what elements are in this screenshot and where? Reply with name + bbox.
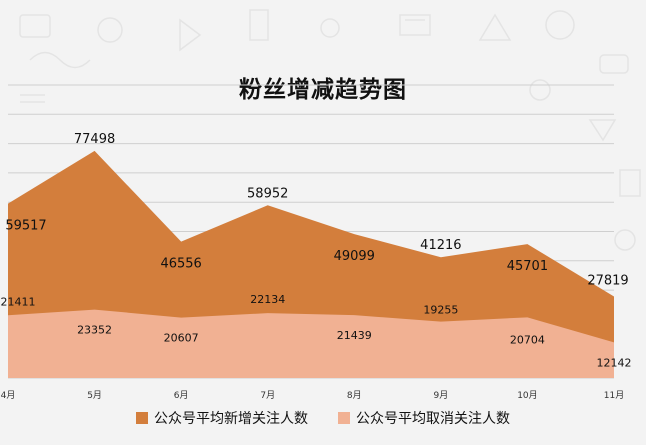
data-label-series-1: 12142	[597, 356, 632, 369]
x-tick-label: 9月	[433, 390, 448, 401]
data-label-series-1: 21411	[1, 295, 36, 308]
legend-label-new: 公众号平均新增关注人数	[154, 411, 308, 427]
data-label-series-1: 20607	[164, 332, 199, 345]
x-axis-tick-labels: 4月 5月 6月 7月 8月 9月 10月 11月	[1, 390, 625, 401]
x-tick-label: 6月	[174, 390, 189, 401]
legend-swatch-new	[136, 412, 148, 424]
x-tick-label: 10月	[517, 390, 537, 401]
x-tick-label: 7月	[260, 390, 275, 401]
data-label-series-1: 21439	[337, 329, 372, 342]
data-label-series-1: 23352	[77, 324, 112, 337]
legend-swatch-cancel	[338, 412, 350, 424]
legend-item-new: 公众号平均新增关注人数	[136, 408, 308, 428]
data-label-series-0: 41216	[420, 238, 461, 253]
data-label-series-0: 45701	[507, 259, 548, 274]
data-label-series-0: 77498	[74, 132, 115, 147]
data-label-series-1: 22134	[250, 293, 285, 306]
x-tick-label: 5月	[87, 390, 102, 401]
data-label-series-0: 46556	[160, 257, 201, 272]
legend-item-cancel: 公众号平均取消关注人数	[338, 408, 510, 428]
series-areas	[8, 150, 614, 378]
x-tick-label: 4月	[1, 390, 16, 401]
x-tick-label: 11月	[604, 390, 624, 401]
data-label-series-1: 20704	[510, 333, 545, 346]
data-label-series-0: 59517	[5, 219, 46, 234]
data-label-series-0: 58952	[247, 186, 288, 201]
data-label-series-1: 19255	[423, 304, 458, 317]
data-label-series-0: 49099	[334, 249, 375, 264]
x-tick-label: 8月	[347, 390, 362, 401]
data-labels: 59517 77498 46556 58952 49099 41216 45701 27819…	[1, 132, 632, 369]
area-series-1	[8, 309, 614, 378]
legend: 公众号平均新增关注人数 公众号平均取消关注人数	[0, 408, 646, 428]
legend-label-cancel: 公众号平均取消关注人数	[356, 411, 510, 427]
chart-title: 粉丝增减趋势图	[239, 77, 407, 103]
data-label-series-0: 27819	[587, 273, 628, 288]
